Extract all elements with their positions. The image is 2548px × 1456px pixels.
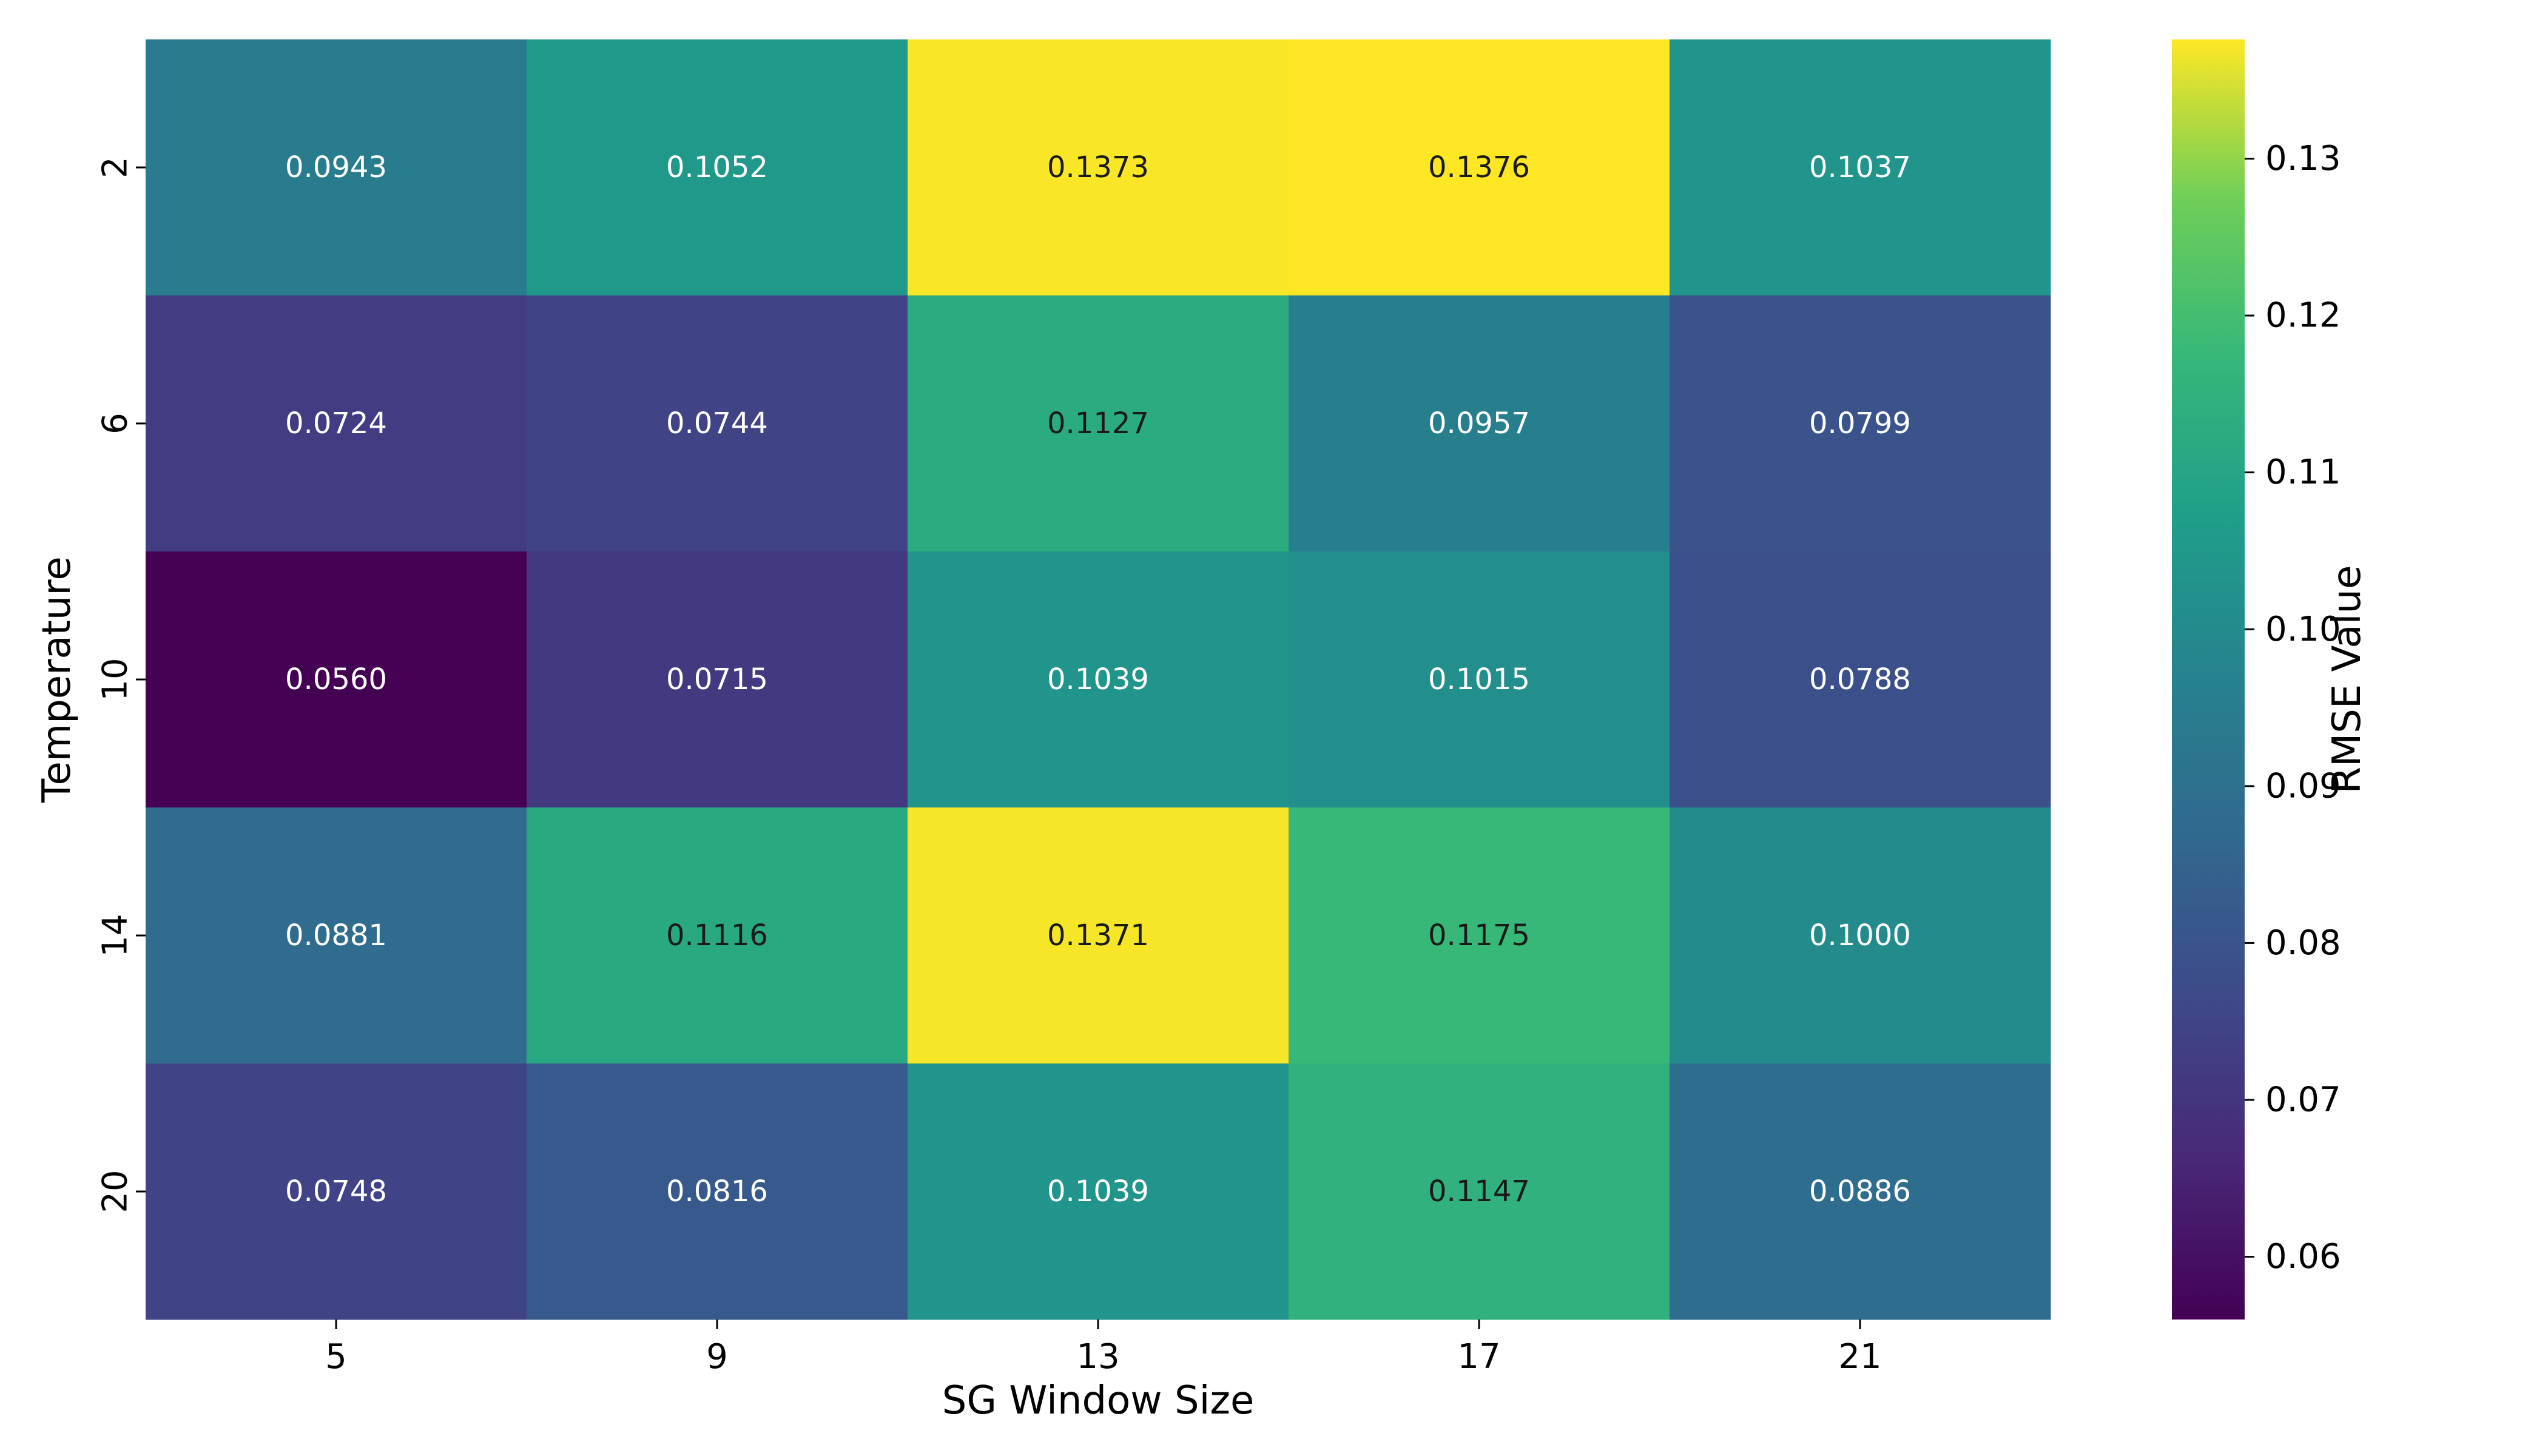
- cell-value-label: 0.1015: [1428, 662, 1530, 696]
- x-tick-label: 5: [325, 1337, 347, 1377]
- x-tick-label: 21: [1838, 1337, 1881, 1377]
- heatmap-cell: [146, 807, 527, 1064]
- cell-value-label: 0.0816: [666, 1175, 768, 1208]
- x-axis-title: SG Window Size: [942, 1378, 1255, 1423]
- cell-value-label: 0.1000: [1809, 918, 1911, 952]
- heatmap-cell: [527, 39, 908, 296]
- y-axis-title: Temperature: [35, 556, 79, 803]
- heatmap-cell: [908, 1063, 1289, 1320]
- cell-value-label: 0.0799: [1809, 406, 1911, 440]
- heatmap-cell: [1670, 551, 2051, 808]
- heatmap-cell: [1670, 39, 2051, 296]
- heatmap-cell: [1670, 807, 2051, 1064]
- heatmap-cell: [527, 551, 908, 808]
- y-tick-label: 14: [96, 914, 135, 957]
- cell-value-label: 0.1116: [666, 918, 768, 952]
- heatmap-cell: [1289, 39, 1670, 296]
- colorbar-tick-label: 0.08: [2265, 923, 2341, 963]
- heatmap-cell: [146, 39, 527, 296]
- heatmap-cell: [527, 295, 908, 552]
- cell-value-label: 0.0724: [285, 406, 387, 440]
- heatmap-cell: [146, 1063, 527, 1320]
- y-axis-ticks: 2 6 10 14 20: [96, 157, 146, 1213]
- heatmap-cell: [1670, 1063, 2051, 1320]
- heatmap-cell: [527, 807, 908, 1064]
- y-tick-label: 6: [96, 413, 135, 434]
- cell-value-label: 0.0748: [285, 1175, 387, 1208]
- heatmap-cell: [908, 551, 1289, 808]
- heatmap-cell: [908, 807, 1289, 1064]
- y-tick-label: 2: [96, 157, 135, 178]
- cell-value-label: 0.1039: [1047, 662, 1149, 696]
- y-tick-label: 10: [96, 658, 135, 701]
- colorbar-tick-label: 0.09: [2265, 766, 2341, 806]
- heatmap-cell: [908, 295, 1289, 552]
- colorbar-tick-label: 0.07: [2265, 1080, 2341, 1119]
- cell-value-label: 0.1127: [1047, 406, 1149, 440]
- cell-value-label: 0.1147: [1428, 1175, 1530, 1208]
- heatmap-cell: [1289, 1063, 1670, 1320]
- cell-value-label: 0.1039: [1047, 1175, 1149, 1208]
- heatmap-cell: [1670, 295, 2051, 552]
- cell-value-label: 0.0881: [285, 918, 387, 952]
- heatmap-cell: [1289, 551, 1670, 808]
- cell-value-label: 0.0715: [666, 662, 768, 696]
- cell-value-label: 0.1037: [1809, 150, 1911, 184]
- cell-value-label: 0.1376: [1428, 150, 1530, 184]
- heatmap-cells: 0.0943 0.1052 0.1373 0.1376 0.1037 0.0724 0.07…: [146, 39, 2051, 1320]
- x-tick-label: 9: [706, 1337, 728, 1377]
- cell-value-label: 0.0943: [285, 150, 387, 184]
- cell-value-label: 0.1175: [1428, 918, 1530, 952]
- y-tick-label: 20: [96, 1170, 135, 1213]
- cell-value-label: 0.0744: [666, 406, 768, 440]
- cell-value-label: 0.0886: [1809, 1175, 1911, 1208]
- heatmap-cell: [1289, 807, 1670, 1064]
- colorbar-ticks: 0.06 0.07 0.08 0.09 0.10 0.11 0.12 0.13: [2245, 139, 2341, 1276]
- colorbar-tick-label: 0.11: [2265, 453, 2341, 492]
- cell-value-label: 0.1052: [666, 150, 768, 184]
- colorbar: 0.06 0.07 0.08 0.09 0.10 0.11 0.12 0.13 RMSE Va…: [2172, 39, 2370, 1320]
- cell-value-label: 0.1371: [1047, 918, 1149, 952]
- colorbar-tick-label: 0.10: [2265, 610, 2341, 649]
- cell-value-label: 0.0957: [1428, 406, 1530, 440]
- colorbar-tick-label: 0.12: [2265, 296, 2341, 335]
- cell-value-label: 0.0560: [285, 662, 387, 696]
- colorbar-title: RMSE Value: [2325, 565, 2370, 794]
- heatmap-cell: [1289, 295, 1670, 552]
- colorbar-tick-label: 0.06: [2265, 1237, 2341, 1276]
- x-tick-label: 17: [1457, 1337, 1500, 1377]
- colorbar-tick-label: 0.13: [2265, 139, 2341, 178]
- heatmap-cell: [527, 1063, 908, 1320]
- cell-value-label: 0.0788: [1809, 662, 1911, 696]
- colorbar-gradient: [2172, 39, 2245, 1320]
- cell-value-label: 0.1373: [1047, 150, 1149, 184]
- x-tick-label: 13: [1076, 1337, 1119, 1377]
- x-axis-ticks: 5 9 13 17 21: [325, 1320, 1882, 1377]
- heatmap-cell: [146, 551, 527, 808]
- heatmap-cell: [908, 39, 1289, 296]
- heatmap-cell: [146, 295, 527, 552]
